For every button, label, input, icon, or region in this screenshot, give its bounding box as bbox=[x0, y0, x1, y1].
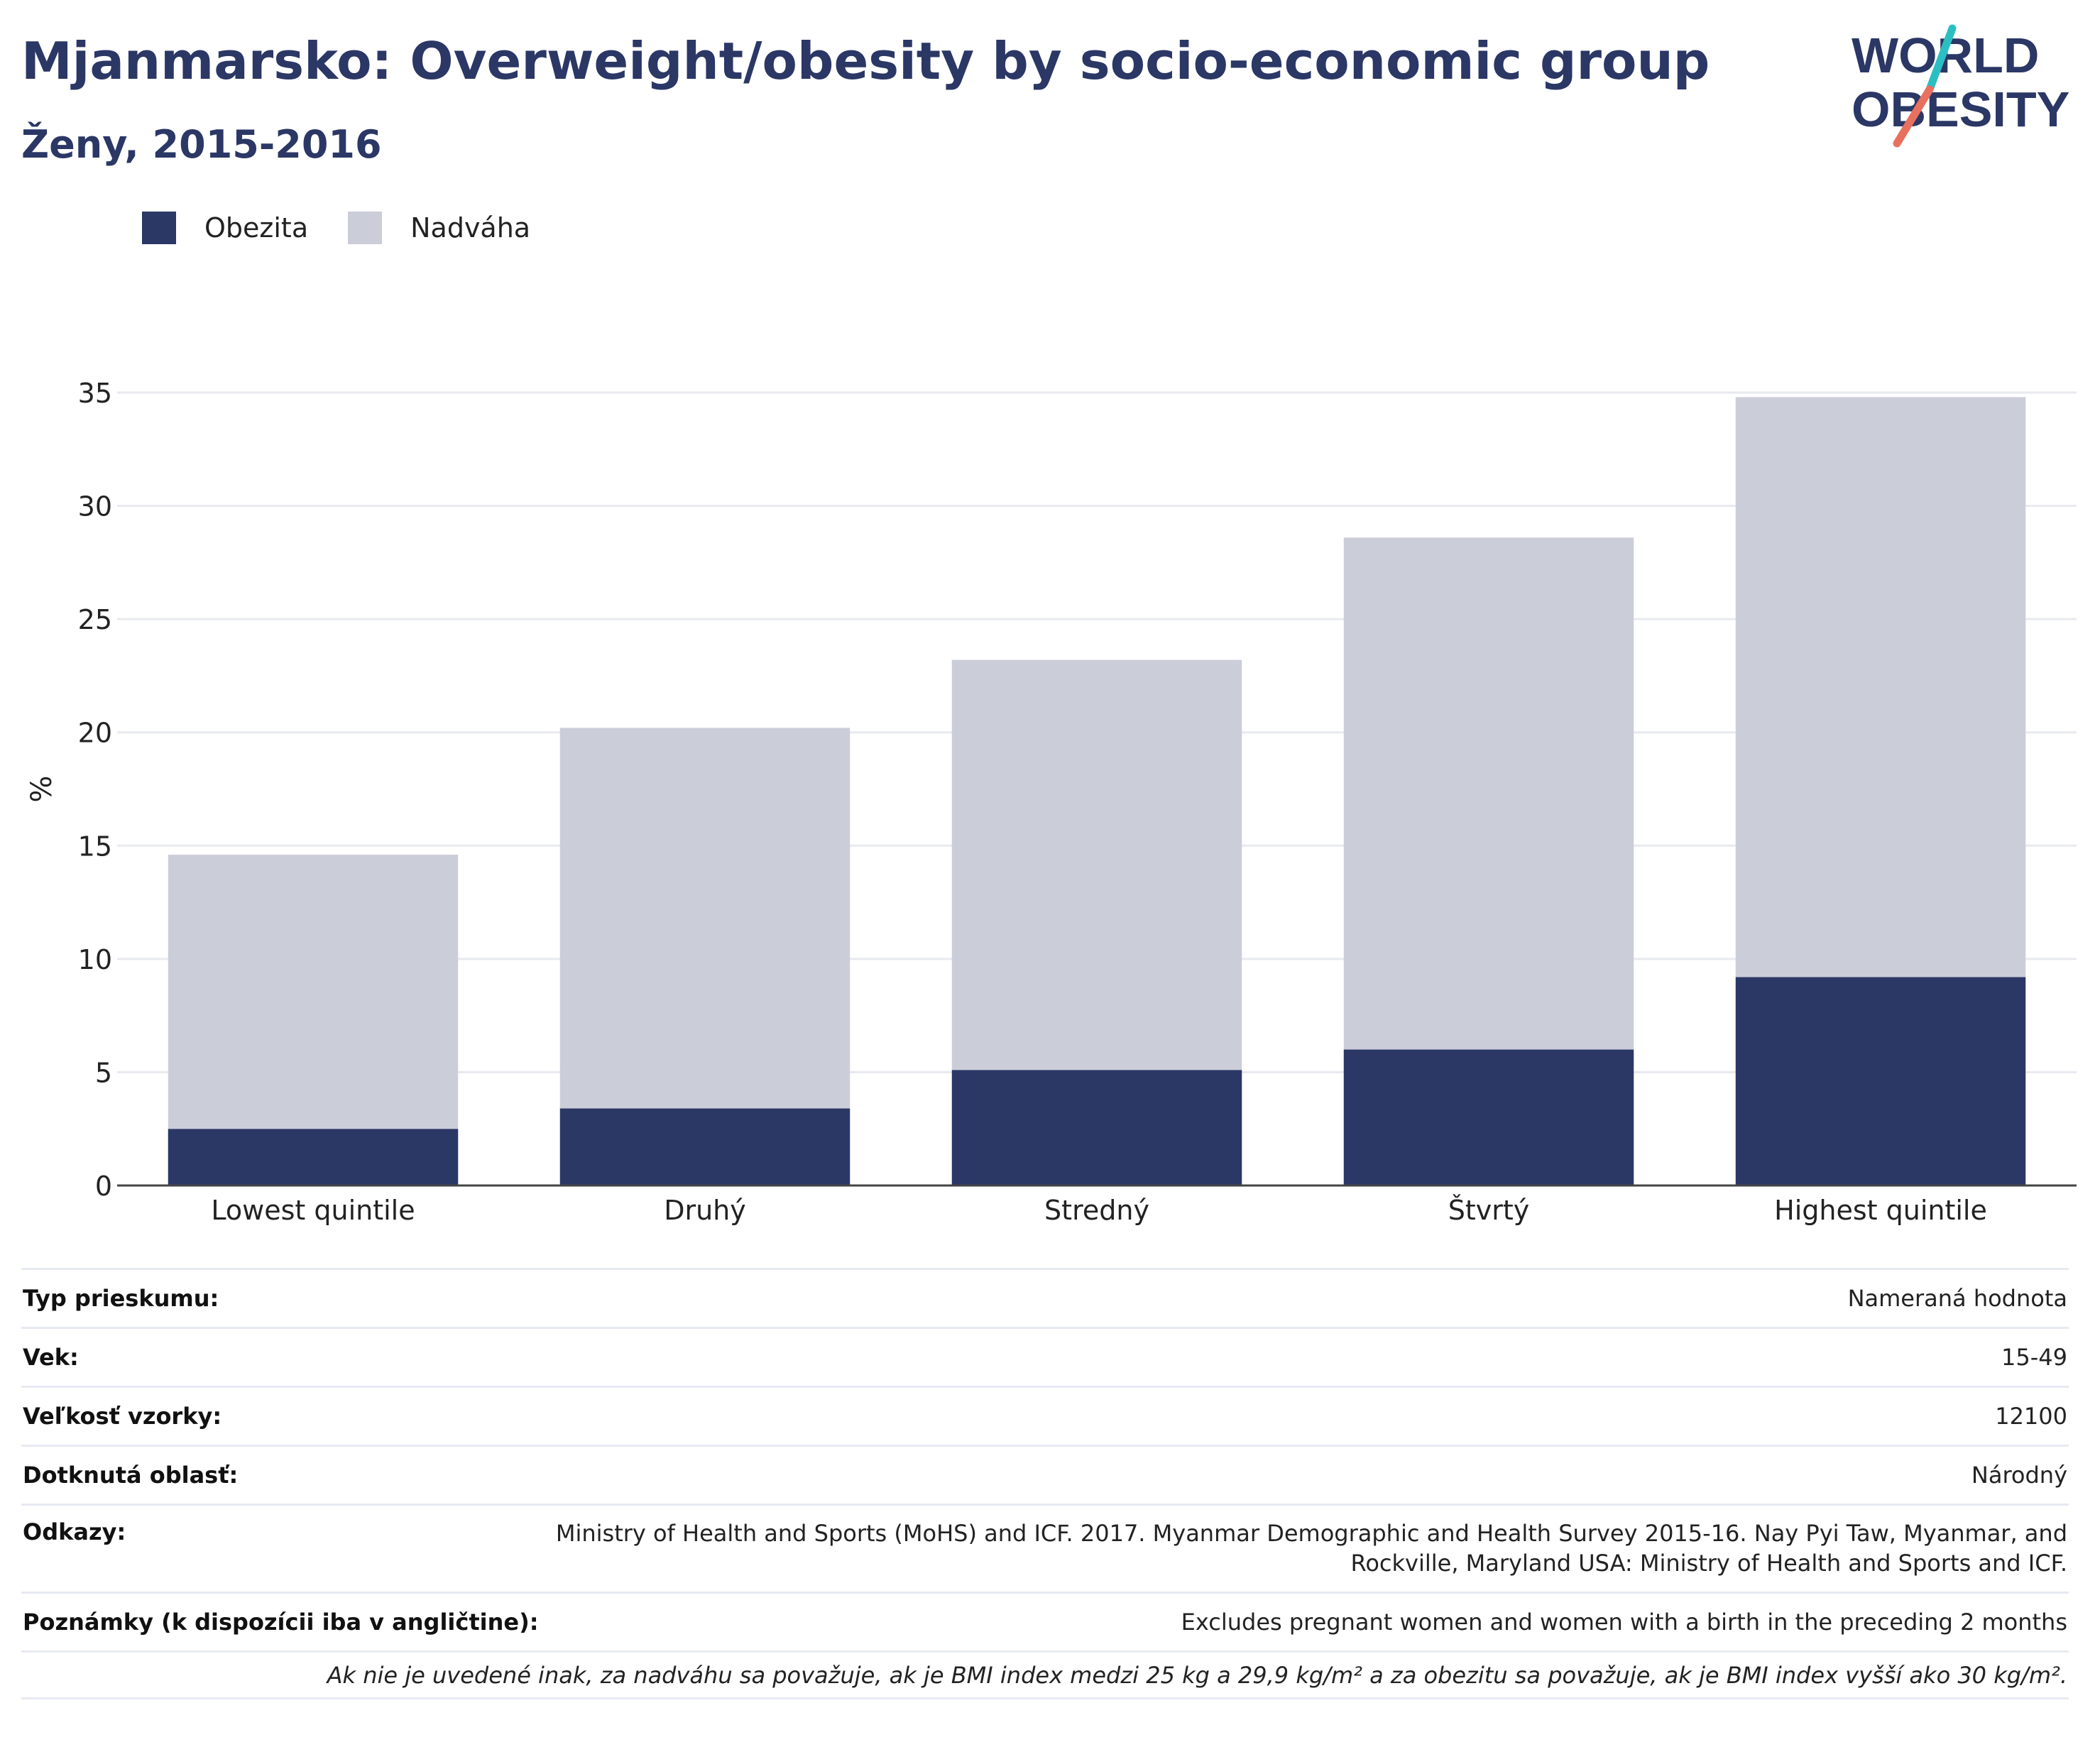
info-row-age: Vek: 15-49 bbox=[21, 1329, 2069, 1388]
survey-info-table: Typ prieskumu: Nameraná hodnota Vek: 15-… bbox=[21, 1268, 2069, 1699]
y-tick-label: 0 bbox=[95, 1171, 112, 1202]
info-row-area: Dotknutá oblasť: Národný bbox=[21, 1447, 2069, 1506]
bar-overweight-3 bbox=[1343, 537, 1634, 1050]
logo-text-obesity: OBESITY bbox=[1852, 82, 2069, 137]
y-tick-label: 25 bbox=[78, 604, 112, 635]
legend-label-obesity: Obezita bbox=[204, 212, 309, 243]
y-tick-label: 20 bbox=[78, 718, 112, 749]
legend-label-overweight: Nadváha bbox=[410, 212, 531, 243]
age-value: 15-49 bbox=[2001, 1344, 2067, 1371]
info-row-notes: Poznámky (k dispozícii iba v angličtine)… bbox=[21, 1594, 2069, 1653]
info-row-survey-type: Typ prieskumu: Nameraná hodnota bbox=[21, 1270, 2069, 1329]
y-tick-label: 15 bbox=[78, 831, 112, 862]
logo-slash-teal bbox=[1925, 24, 1957, 94]
x-tick-label: Highest quintile bbox=[1774, 1195, 1987, 1226]
x-tick-label: Stredný bbox=[1044, 1195, 1149, 1226]
survey-type-value: Nameraná hodnota bbox=[1847, 1285, 2067, 1312]
area-label: Dotknutá oblasť: bbox=[23, 1462, 239, 1489]
chart-subtitle: Ženy, 2015-2016 bbox=[21, 122, 382, 167]
references-value: Ministry of Health and Sports (MoHS) and… bbox=[556, 1518, 2067, 1578]
bmi-footnote: Ak nie je uvedené inak, za nadváhu sa po… bbox=[327, 1661, 2067, 1689]
world-obesity-logo: WORLD OBESITY bbox=[1852, 24, 2069, 148]
bar-obesity-4 bbox=[1735, 977, 2026, 1185]
info-row-footnote: Ak nie je uvedené inak, za nadváhu sa po… bbox=[21, 1653, 2069, 1699]
bar-overweight-1 bbox=[559, 728, 851, 1109]
legend-item-overweight[interactable]: Nadváha bbox=[348, 212, 530, 244]
references-label: Odkazy: bbox=[23, 1518, 126, 1545]
y-tick-label: 10 bbox=[78, 944, 112, 975]
chart-title: Mjanmarsko: Overweight/obesity by socio-… bbox=[21, 31, 1710, 91]
x-tick-label: Druhý bbox=[664, 1195, 746, 1226]
bar-overweight-2 bbox=[951, 659, 1242, 1070]
references-line-1: Ministry of Health and Sports (MoHS) and… bbox=[555, 1520, 2067, 1547]
sample-size-label: Veľkosť vzorky: bbox=[23, 1403, 222, 1430]
bar-obesity-0 bbox=[168, 1129, 459, 1185]
y-tick-label: 30 bbox=[78, 491, 112, 522]
y-axis-label: % bbox=[26, 775, 58, 802]
logo-slash-coral bbox=[1893, 85, 1934, 148]
stacked-bar-chart: 0 5 10 15 20 25 30 35% Lowest quintile Druhý Stred… bbox=[26, 378, 2077, 1226]
x-tick-label: Štvrtý bbox=[1448, 1195, 1530, 1226]
age-label: Vek: bbox=[23, 1344, 79, 1371]
notes-label: Poznámky (k dispozícii iba v angličtine)… bbox=[23, 1609, 539, 1636]
bar-obesity-1 bbox=[559, 1108, 851, 1185]
chart-legend: Obezita Nadváha bbox=[142, 212, 570, 244]
legend-item-obesity[interactable]: Obezita bbox=[142, 212, 308, 244]
y-tick-label: 35 bbox=[78, 378, 112, 409]
x-tick-label: Lowest quintile bbox=[211, 1195, 415, 1226]
legend-swatch-obesity bbox=[142, 212, 176, 244]
legend-swatch-overweight bbox=[348, 212, 383, 244]
bar-obesity-2 bbox=[951, 1070, 1242, 1185]
references-line-2: Rockville, Maryland USA: Ministry of Hea… bbox=[1350, 1550, 2067, 1577]
info-row-references: Odkazy: Ministry of Health and Sports (M… bbox=[21, 1506, 2069, 1594]
notes-value: Excludes pregnant women and women with a… bbox=[1181, 1609, 2067, 1636]
survey-type-label: Typ prieskumu: bbox=[23, 1285, 219, 1312]
bar-overweight-4 bbox=[1735, 397, 2026, 977]
sample-size-value: 12100 bbox=[1995, 1403, 2067, 1430]
area-value: Národný bbox=[1971, 1462, 2067, 1489]
bar-obesity-3 bbox=[1343, 1049, 1634, 1185]
bar-overweight-0 bbox=[168, 855, 459, 1129]
info-row-sample-size: Veľkosť vzorky: 12100 bbox=[21, 1388, 2069, 1447]
y-tick-label: 5 bbox=[95, 1057, 112, 1088]
